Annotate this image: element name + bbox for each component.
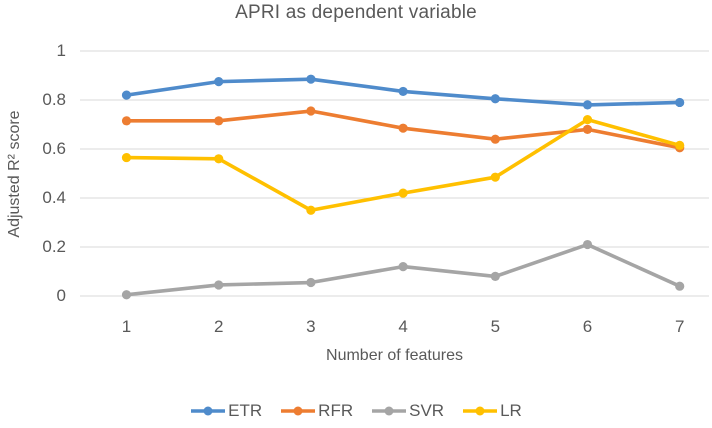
data-point-svr-7: [675, 281, 685, 291]
data-point-rfr-2: [214, 116, 224, 126]
x-axis-title: Number of features: [326, 347, 463, 364]
legend-marker-svr-icon: [372, 406, 407, 416]
legend-marker-lr-icon: [463, 406, 498, 416]
data-point-etr-4: [398, 86, 408, 97]
data-point-svr-1: [121, 290, 132, 300]
legend-marker-rfr-icon: [281, 406, 316, 416]
legend-item-lr: LR: [462, 401, 522, 421]
data-point-svr-6: [582, 239, 593, 250]
chart-title: APRI as dependent variable: [235, 2, 477, 23]
data-point-etr-3: [306, 74, 316, 84]
data-point-svr-3: [306, 277, 316, 288]
data-point-etr-7: [675, 97, 685, 108]
data-point-etr-1: [121, 90, 132, 100]
legend-item-etr: ETR: [190, 401, 262, 421]
data-point-rfr-6: [582, 124, 593, 134]
legend-label: LR: [500, 401, 522, 420]
data-point-svr-2: [214, 280, 224, 290]
data-point-rfr-5: [490, 134, 500, 144]
data-point-etr-2: [214, 77, 224, 87]
data-point-lr-3: [306, 205, 316, 215]
data-point-lr-2: [214, 154, 224, 164]
data-point-lr-5: [490, 172, 500, 182]
data-point-lr-1: [121, 152, 132, 163]
chart-legend: ETR RFR SVR LR: [0, 400, 712, 422]
legend-label: ETR: [228, 401, 263, 420]
data-point-lr-7: [675, 140, 685, 150]
data-point-rfr-1: [121, 116, 132, 126]
legend-label: RFR: [318, 401, 354, 420]
y-axis-title: Adjusted R² score: [6, 110, 23, 238]
data-point-rfr-4: [398, 123, 408, 133]
data-point-svr-5: [490, 271, 500, 281]
data-point-lr-6: [582, 115, 593, 125]
legend-item-svr: SVR: [371, 401, 444, 421]
data-point-svr-4: [398, 262, 408, 272]
data-point-lr-4: [398, 188, 408, 198]
data-point-etr-6: [582, 100, 593, 110]
legend-item-rfr: RFR: [280, 401, 353, 421]
legend-marker-etr-icon: [191, 406, 226, 416]
data-point-etr-5: [490, 94, 500, 104]
data-point-rfr-3: [306, 106, 316, 116]
legend-label: SVR: [409, 401, 445, 420]
